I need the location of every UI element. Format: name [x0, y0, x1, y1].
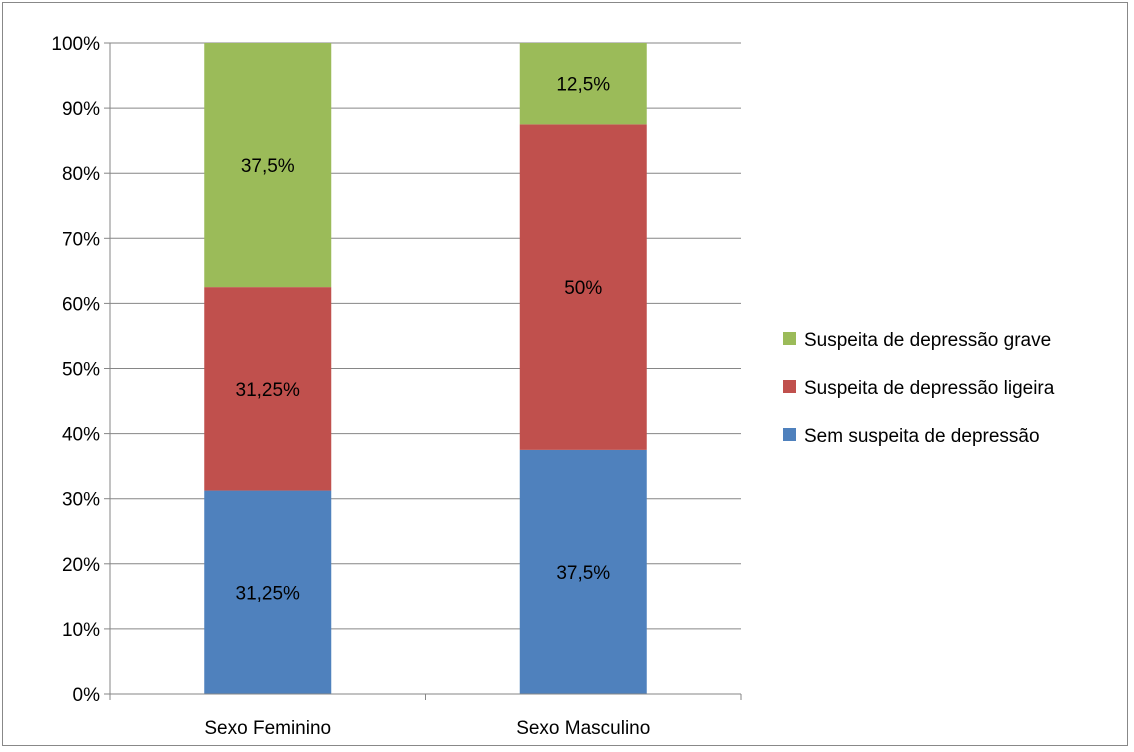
y-tick-label: 60% — [62, 294, 100, 315]
legend-swatch — [783, 332, 796, 345]
legend: Suspeita de depressão grave Suspeita de d… — [783, 330, 1055, 447]
bar-segment — [519, 449, 647, 694]
axes: 0% 10% 20% 30% 40% 50% 60% 70% 80% 90% 100% Sexo Fe… — [51, 34, 742, 739]
legend-label: Sem suspeita de depressão — [804, 426, 1040, 447]
y-tick-label: 70% — [62, 229, 100, 250]
y-tick-label: 30% — [62, 490, 100, 511]
bar-segment — [204, 287, 332, 491]
bar-segment — [519, 43, 647, 125]
y-tick-label: 100% — [51, 34, 100, 55]
y-tick-label: 90% — [62, 99, 100, 120]
legend-label: Suspeita de depressão grave — [804, 330, 1051, 351]
y-tick-label: 40% — [62, 425, 100, 446]
legend-label: Suspeita de depressão ligeira — [804, 378, 1055, 399]
bar-segment — [519, 124, 647, 450]
bar-segment — [204, 43, 332, 288]
y-tick-label: 80% — [62, 164, 100, 185]
legend-swatch — [783, 380, 796, 393]
data-label: 12,5% — [556, 75, 610, 96]
data-label: 37,5% — [241, 156, 295, 177]
legend-swatch — [783, 428, 796, 441]
bars: 31,25% 31,25% 37,5% 37,5% 50% 12,5% — [204, 43, 647, 694]
data-label: 37,5% — [556, 563, 610, 584]
y-tick-label: 10% — [62, 620, 100, 641]
data-label: 31,25% — [236, 380, 301, 401]
data-label: 31,25% — [236, 583, 301, 604]
y-tick-label: 20% — [62, 555, 100, 576]
category-label: Sexo Feminino — [204, 718, 331, 739]
bar-segment — [204, 490, 332, 694]
category-label: Sexo Masculino — [516, 718, 650, 739]
y-tick-label: 50% — [62, 360, 100, 381]
y-tick-label: 0% — [73, 685, 101, 706]
data-label: 50% — [564, 278, 602, 299]
